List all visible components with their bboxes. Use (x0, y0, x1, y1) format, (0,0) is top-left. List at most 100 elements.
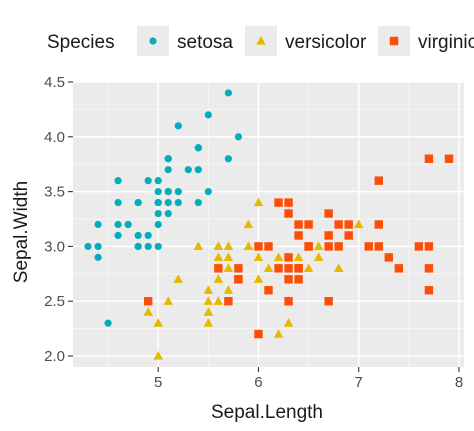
virginica-point (304, 242, 313, 251)
virginica-point (254, 242, 263, 251)
versicolor-point (223, 285, 234, 294)
x-tick-label: 7 (355, 374, 363, 391)
virginica-point (284, 297, 293, 306)
versicolor-point (283, 318, 294, 327)
y-tick-label: 3.5 (44, 184, 65, 201)
virginica-point (143, 297, 153, 306)
setosa-point (94, 253, 102, 261)
versicolor-point (353, 219, 364, 229)
virginica-point (214, 264, 223, 273)
setosa-point (204, 111, 212, 119)
virginica-point (424, 286, 434, 295)
versicolor-point (203, 318, 214, 327)
setosa-point (94, 242, 102, 251)
versicolor-point (293, 252, 304, 261)
legend-key-setosa (149, 37, 157, 45)
versicolor-point (203, 296, 214, 305)
setosa-point (124, 220, 132, 229)
virginica-point (274, 264, 283, 273)
setosa-point (114, 231, 122, 240)
versicolor-point (253, 252, 264, 261)
virginica-point (374, 242, 383, 251)
virginica-point (414, 242, 424, 251)
y-axis-title: Sepal.Width (11, 181, 32, 283)
virginica-point (324, 242, 333, 251)
virginica-point (324, 209, 333, 218)
virginica-point (234, 264, 243, 273)
virginica-point (234, 275, 243, 284)
versicolor-point (303, 263, 314, 272)
setosa-point (154, 220, 162, 229)
virginica-point (334, 242, 343, 251)
versicolor-point (273, 329, 284, 338)
x-tick-label: 5 (154, 374, 162, 391)
y-tick-label: 4.0 (44, 129, 65, 146)
setosa-point (174, 198, 182, 207)
setosa-point (224, 155, 232, 163)
setosa-point (154, 242, 162, 251)
legend-label-setosa: setosa (177, 32, 233, 53)
virginica-point (284, 275, 293, 284)
setosa-point (134, 231, 142, 240)
setosa-point (184, 166, 192, 174)
virginica-point (294, 264, 303, 273)
virginica-point (224, 297, 233, 306)
versicolor-point (163, 296, 173, 305)
virginica-point (444, 154, 454, 163)
setosa-point (94, 220, 102, 229)
virginica-point (364, 242, 373, 251)
y-tick-label: 4.5 (44, 74, 65, 91)
versicolor-point (223, 263, 234, 272)
axes: 5 6 7 8 2.0 2.5 3.0 3.5 4.0 4.5 (44, 74, 463, 391)
legend: Species setosa versicolor virginica (47, 26, 474, 56)
versicolor-point (193, 241, 204, 251)
versicolor-point (253, 197, 264, 207)
virginica-point (424, 264, 434, 273)
virginica-point (344, 231, 353, 240)
setosa-point (194, 166, 202, 174)
virginica-point (424, 242, 434, 251)
setosa-point (204, 188, 212, 196)
legend-key-virginica (389, 36, 399, 46)
virginica-point (284, 209, 293, 218)
versicolor-point (313, 252, 324, 261)
setosa-point (84, 242, 92, 251)
virginica-point (264, 286, 273, 295)
virginica-point (274, 198, 283, 207)
versicolor-point (243, 219, 254, 229)
versicolor-point (213, 274, 224, 283)
plot-panel (73, 82, 464, 367)
virginica-point (294, 231, 303, 240)
virginica-point (304, 220, 313, 229)
setosa-point (144, 177, 152, 185)
x-tick-label: 8 (455, 374, 463, 391)
setosa-point (164, 198, 172, 207)
setosa-point (174, 122, 182, 130)
data-points (84, 89, 454, 360)
versicolor-point (153, 318, 163, 327)
versicolor-point (253, 274, 264, 283)
virginica-point (264, 242, 273, 251)
virginica-point (344, 220, 353, 229)
setosa-point (164, 209, 172, 218)
series-setosa (84, 89, 243, 327)
versicolor-point (243, 241, 254, 251)
versicolor-point (153, 351, 163, 360)
versicolor-point (173, 274, 184, 283)
setosa-point (144, 242, 152, 251)
legend-label-virginica: virginica (418, 32, 474, 53)
setosa-point (164, 188, 172, 196)
versicolor-point (263, 263, 274, 272)
versicolor-point (273, 252, 284, 261)
virginica-point (384, 253, 394, 262)
setosa-point (144, 231, 152, 240)
legend-label-versicolor: versicolor (285, 32, 367, 53)
virginica-point (334, 220, 343, 229)
setosa-point (164, 166, 172, 174)
y-tick-label: 3.0 (44, 238, 65, 255)
setosa-point (224, 89, 232, 97)
x-axis-title: Sepal.Length (211, 402, 323, 423)
legend-title: Species (47, 32, 115, 53)
setosa-point (194, 198, 202, 207)
